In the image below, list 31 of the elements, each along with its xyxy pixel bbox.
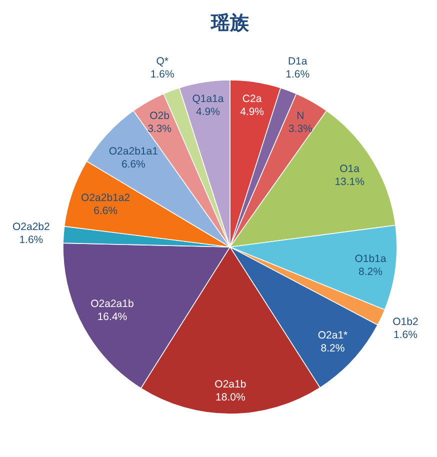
- data-label: 18.0%: [216, 392, 246, 404]
- slice-label: O2a2b1a2: [81, 192, 130, 204]
- slice-label: O2a1b: [214, 378, 246, 391]
- slice-label: N: [296, 110, 304, 122]
- data-label: 4.9%: [196, 106, 220, 118]
- slice-label: Q1a1a: [192, 93, 224, 106]
- chart-title: 瑶族: [210, 12, 250, 34]
- slice-label: Q*: [156, 56, 169, 68]
- data-label: 6.6%: [121, 158, 146, 171]
- slice-label: D1a: [288, 56, 308, 68]
- data-label: 16.4%: [97, 311, 128, 324]
- slice-label: O1a: [340, 162, 360, 175]
- data-label: 8.2%: [358, 266, 382, 278]
- data-label: 1.6%: [150, 68, 174, 80]
- slice-label: O1b2: [392, 316, 418, 328]
- data-label: 4.9%: [240, 106, 264, 118]
- data-label: 3.3%: [288, 122, 312, 135]
- slice-label: O2b: [150, 110, 170, 122]
- slice-label: C2a: [242, 93, 262, 106]
- data-label: 3.3%: [148, 122, 172, 135]
- data-label: 6.6%: [94, 205, 118, 218]
- data-label: 13.1%: [334, 176, 364, 188]
- data-label: 1.6%: [19, 234, 44, 246]
- slice-label: O2a1*: [318, 330, 348, 342]
- data-label: 1.6%: [394, 328, 418, 341]
- data-label: 1.6%: [286, 68, 310, 80]
- slice-label: O2a2b1a1: [108, 146, 158, 158]
- slice-label: O2a2a1b: [90, 298, 134, 310]
- data-label: 8.2%: [320, 342, 345, 355]
- slice-label: O1b1a: [354, 252, 386, 265]
- slice-label: O2a2b2: [12, 220, 50, 233]
